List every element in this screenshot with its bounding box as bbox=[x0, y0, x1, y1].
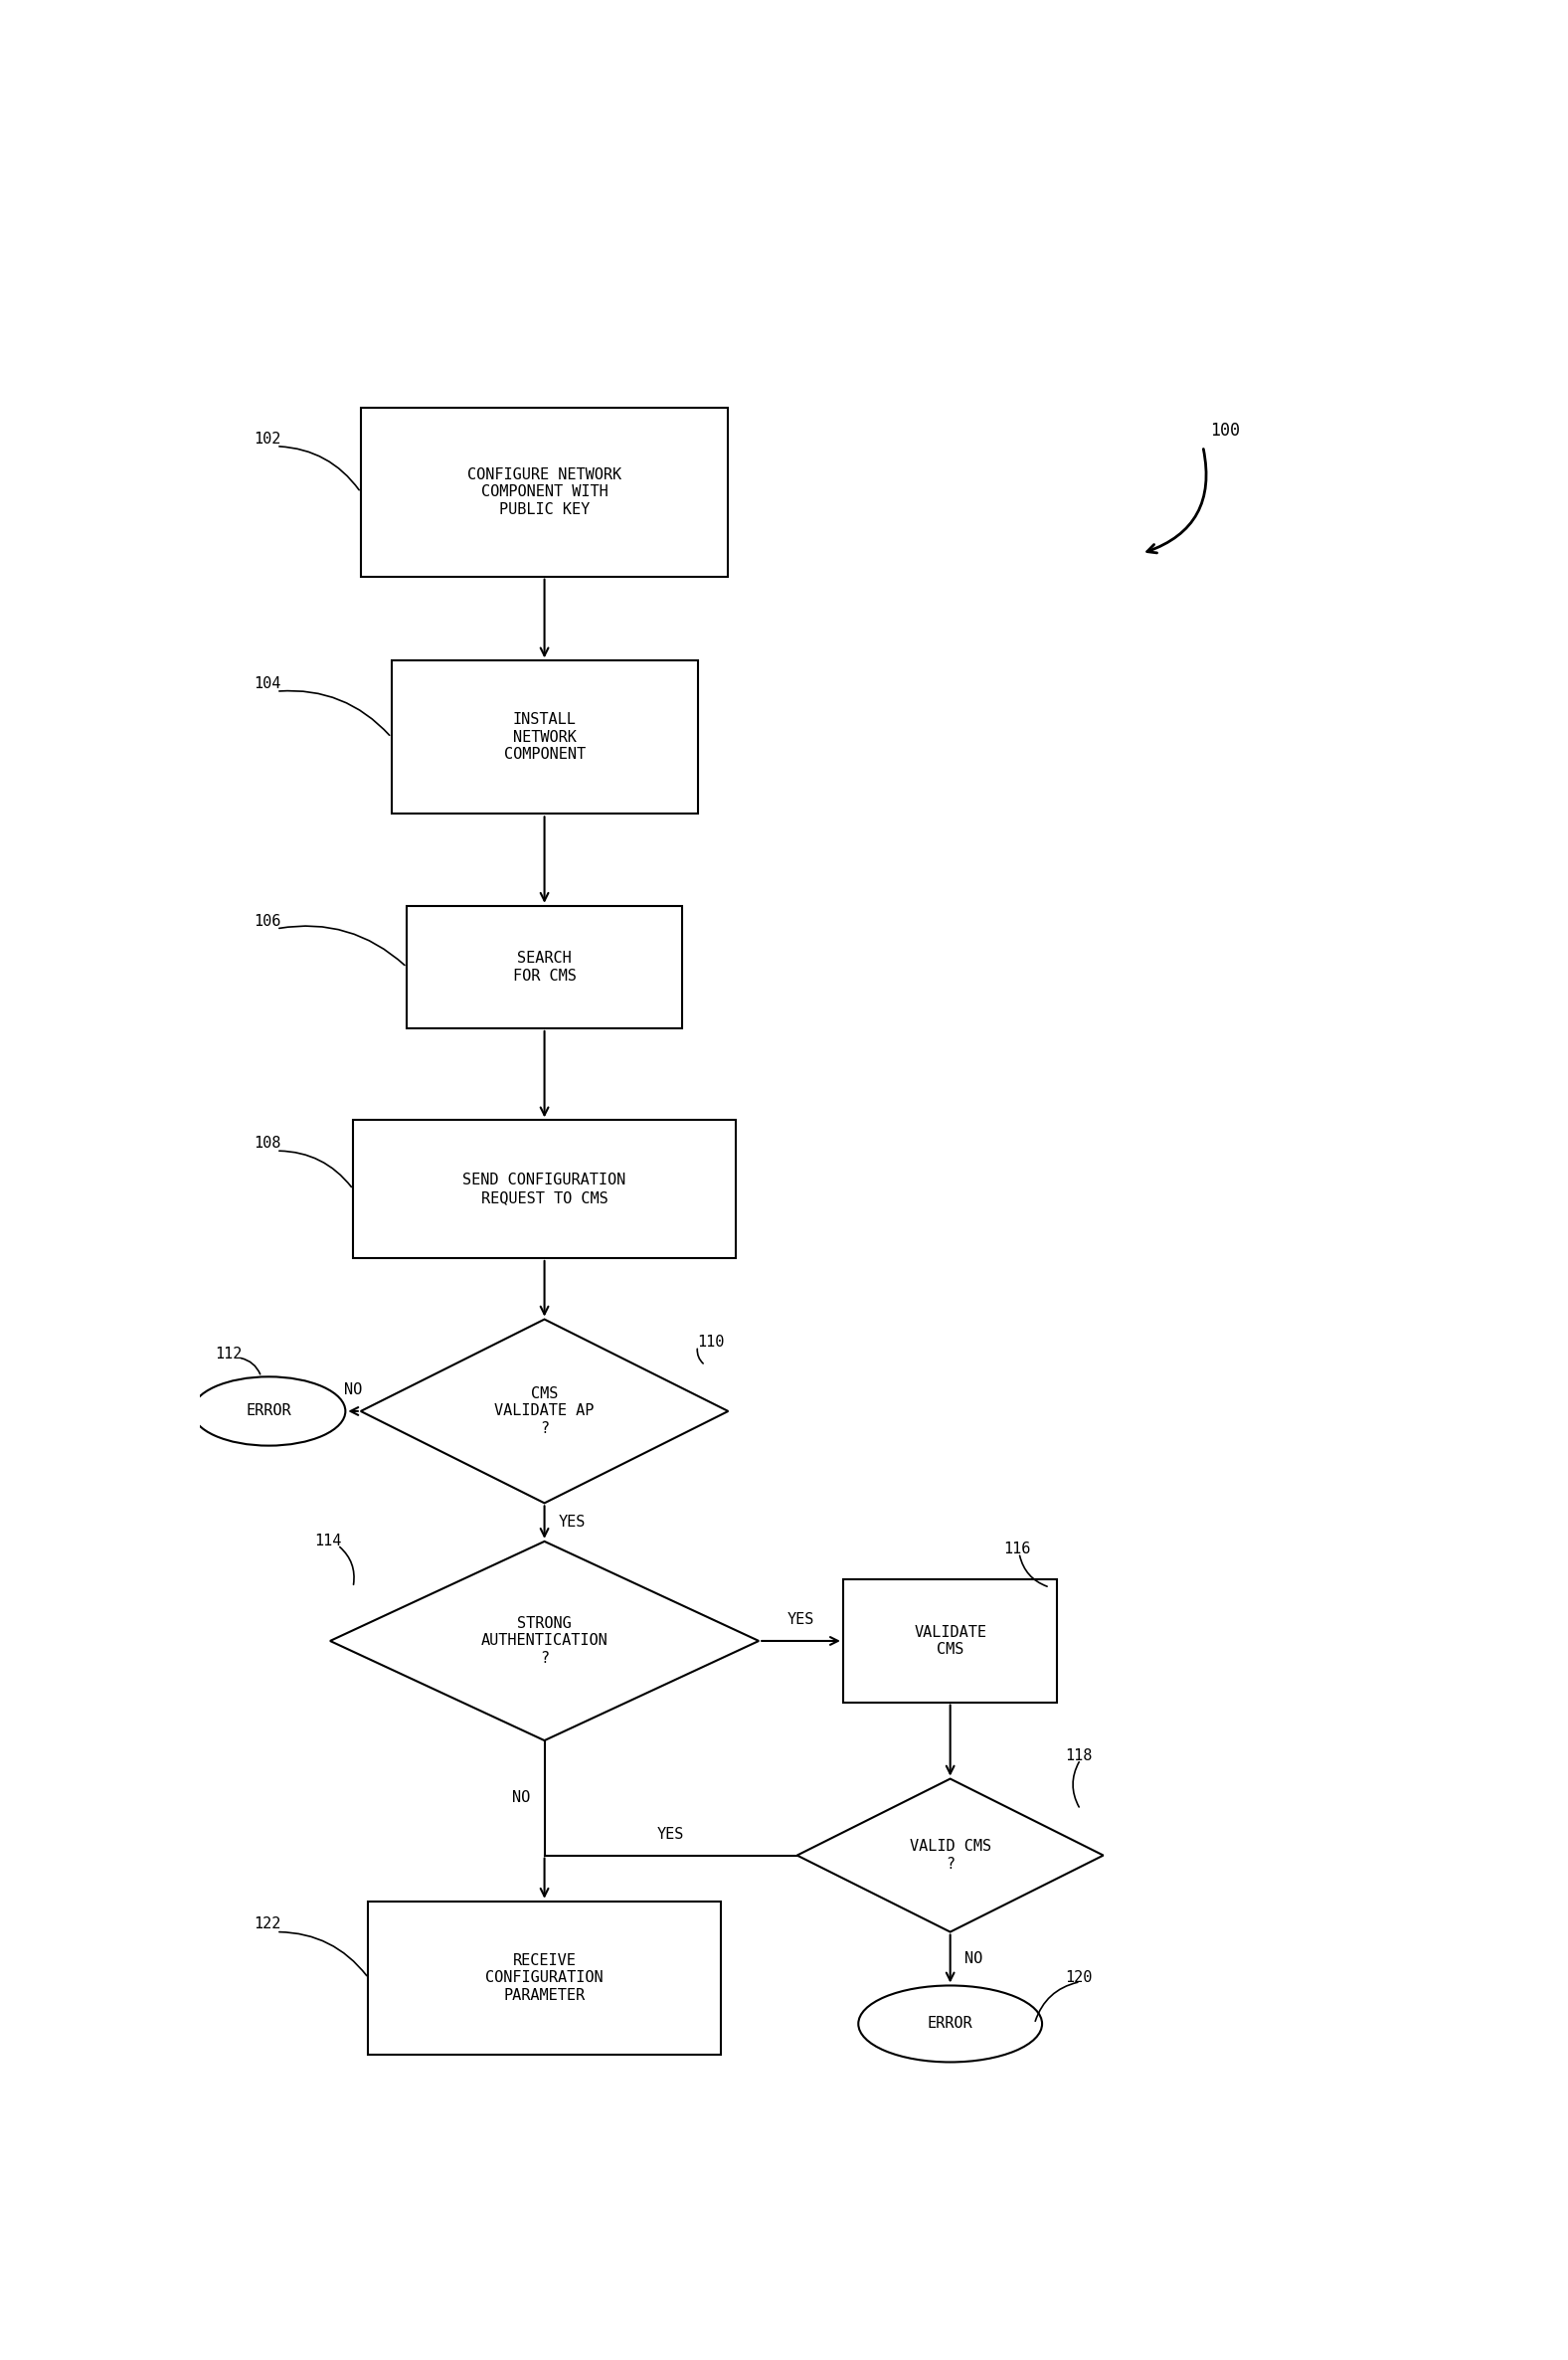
Ellipse shape bbox=[858, 1985, 1043, 2063]
Text: YES: YES bbox=[657, 1827, 684, 1841]
Text: NO: NO bbox=[513, 1791, 530, 1805]
FancyBboxPatch shape bbox=[368, 1902, 721, 2056]
Polygon shape bbox=[331, 1541, 759, 1739]
Text: 110: 110 bbox=[698, 1336, 724, 1350]
Text: CMS
VALIDATE AP
?: CMS VALIDATE AP ? bbox=[494, 1385, 594, 1435]
Polygon shape bbox=[797, 1779, 1104, 1933]
Text: 100: 100 bbox=[1210, 422, 1240, 439]
Text: STRONG
AUTHENTICATION
?: STRONG AUTHENTICATION ? bbox=[481, 1617, 608, 1666]
FancyBboxPatch shape bbox=[406, 906, 682, 1029]
Text: 102: 102 bbox=[254, 432, 281, 446]
Text: INSTALL
NETWORK
COMPONENT: INSTALL NETWORK COMPONENT bbox=[503, 713, 585, 762]
FancyBboxPatch shape bbox=[392, 661, 698, 814]
Text: 114: 114 bbox=[315, 1534, 342, 1548]
Text: 106: 106 bbox=[254, 913, 281, 927]
Text: ERROR: ERROR bbox=[928, 2015, 972, 2032]
Text: 104: 104 bbox=[254, 677, 281, 691]
Text: 108: 108 bbox=[254, 1135, 281, 1152]
FancyBboxPatch shape bbox=[844, 1579, 1057, 1702]
Text: RECEIVE
CONFIGURATION
PARAMETER: RECEIVE CONFIGURATION PARAMETER bbox=[486, 1954, 604, 2004]
Text: NO: NO bbox=[343, 1383, 362, 1397]
Text: 118: 118 bbox=[1065, 1749, 1093, 1763]
Text: CONFIGURE NETWORK
COMPONENT WITH
PUBLIC KEY: CONFIGURE NETWORK COMPONENT WITH PUBLIC … bbox=[467, 467, 621, 517]
Text: SEARCH
FOR CMS: SEARCH FOR CMS bbox=[513, 951, 575, 984]
FancyBboxPatch shape bbox=[353, 1121, 735, 1258]
Text: VALIDATE
CMS: VALIDATE CMS bbox=[914, 1624, 986, 1657]
Text: ERROR: ERROR bbox=[246, 1404, 292, 1418]
Text: 122: 122 bbox=[254, 1916, 281, 1933]
Text: YES: YES bbox=[558, 1515, 585, 1529]
Text: VALID CMS
?: VALID CMS ? bbox=[909, 1838, 991, 1871]
Text: 120: 120 bbox=[1065, 1971, 1093, 1985]
FancyBboxPatch shape bbox=[361, 408, 728, 576]
Polygon shape bbox=[361, 1319, 728, 1503]
Text: 116: 116 bbox=[1004, 1541, 1032, 1558]
Text: 112: 112 bbox=[215, 1345, 243, 1362]
Text: NO: NO bbox=[964, 1952, 982, 1966]
Ellipse shape bbox=[193, 1376, 345, 1447]
Text: SEND CONFIGURATION
REQUEST TO CMS: SEND CONFIGURATION REQUEST TO CMS bbox=[463, 1173, 626, 1206]
Text: YES: YES bbox=[787, 1612, 814, 1626]
